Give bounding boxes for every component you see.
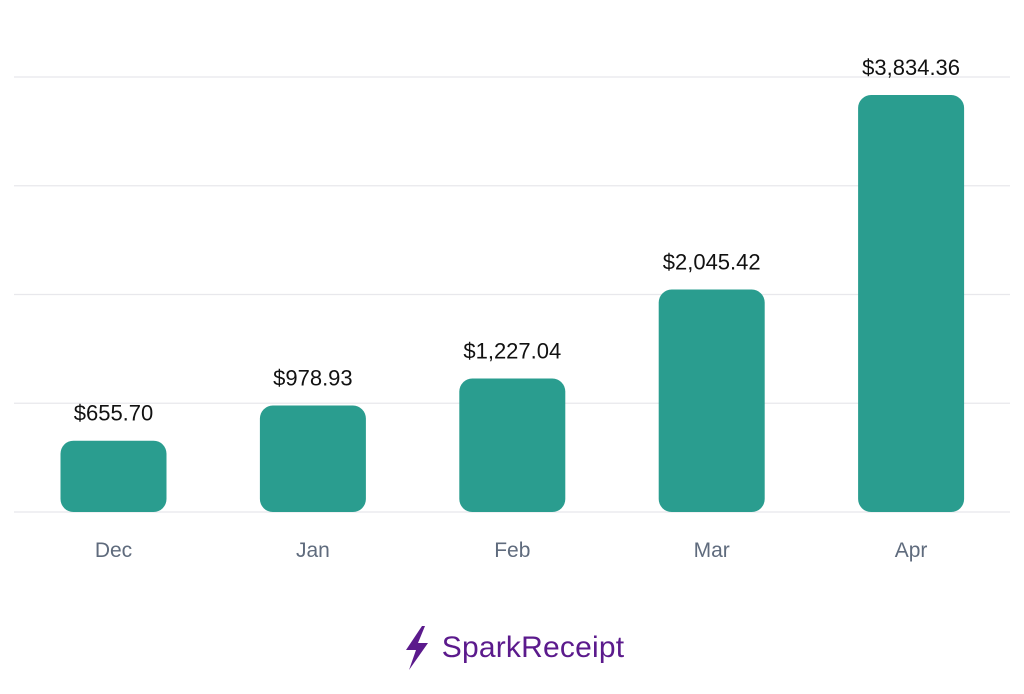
value-label-dec: $655.70 [74,401,154,426]
category-label-dec: Dec [95,539,132,562]
category-labels: Dec Jan Feb Mar Apr [95,539,928,562]
bar-apr [858,95,965,512]
bar-mar [658,289,765,512]
bar-dec [60,440,167,512]
bars [60,95,965,512]
value-label-jan: $978.93 [273,366,353,391]
value-label-apr: $3,834.36 [862,55,960,80]
bar-chart: $655.70 $978.93 $1,227.04 $2,045.42 $3,834.3… [14,55,1010,562]
category-label-feb: Feb [494,539,530,562]
category-label-apr: Apr [895,539,928,562]
bar-jan [259,405,366,512]
category-label-mar: Mar [694,539,730,562]
value-labels: $655.70 $978.93 $1,227.04 $2,045.42 $3,834.3… [74,55,960,426]
category-label-jan: Jan [296,539,330,562]
brand-name: SparkReceipt [441,631,625,664]
value-label-feb: $1,227.04 [463,339,561,364]
value-label-mar: $2,045.42 [663,250,761,275]
lightning-bolt-icon [405,626,428,670]
brand-footer: SparkReceipt [0,622,1024,674]
bar-feb [459,378,566,512]
gridlines [14,76,1010,513]
